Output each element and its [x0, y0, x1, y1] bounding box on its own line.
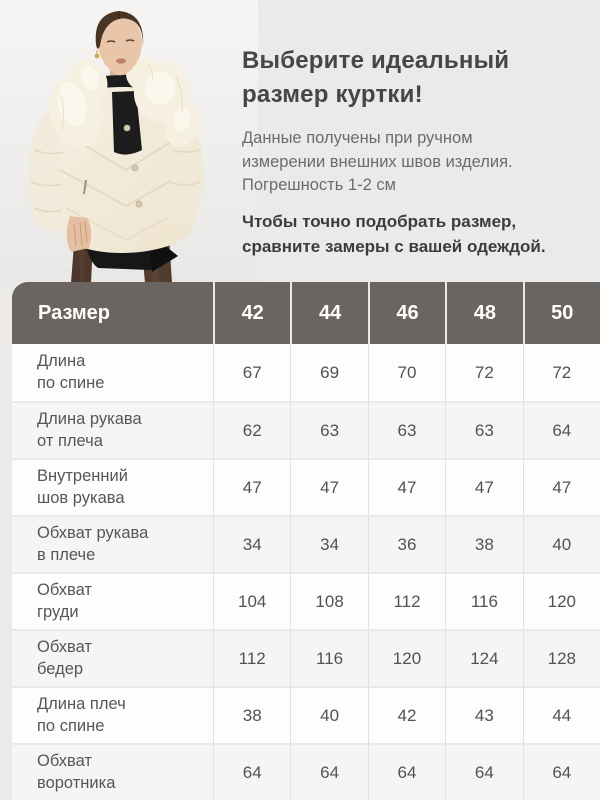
- size-column-44: 44: [290, 282, 367, 344]
- size-header-label: Размер: [38, 301, 111, 324]
- table-row-inner-seam: Внутренний шов рукава 47 47 47 47 47: [12, 458, 600, 515]
- hero-text-block: Выберите идеальный размер куртки! Данные…: [242, 44, 586, 260]
- table-row-back-length: Длина по спине 67 69 70 72 72: [12, 344, 600, 401]
- measurement-disclaimer: Данные получены при ручном измерении вне…: [242, 129, 513, 194]
- size-column-50: 50: [522, 282, 600, 344]
- size-column-42: 42: [213, 282, 290, 344]
- table-row-shoulder-width: Длина плеч по спине 38 40 42 43 44: [12, 686, 600, 743]
- model-illustration: [0, 0, 258, 283]
- sizing-advice-note: Чтобы точно подобрать размер, сравните з…: [242, 212, 546, 257]
- size-chart-table: Размер 42 44 46 48 50 Длина по спине 67 …: [12, 282, 600, 800]
- model-photo: [0, 0, 258, 283]
- table-row-collar-girth: Обхват воротника 64 64 64 64 64: [12, 743, 600, 800]
- size-chart-body: Длина по спине 67 69 70 72 72 Длина рука…: [12, 344, 600, 800]
- size-column-46: 46: [367, 282, 445, 344]
- page-title: Выберите идеальный размер куртки!: [242, 47, 510, 109]
- table-row-hip-girth: Обхват бедер 112 116 120 124 128: [12, 629, 600, 686]
- size-column-48: 48: [445, 282, 522, 344]
- table-row-sleeve-shoulder-girth: Обхват рукава в плече 34 34 36 38 40: [12, 515, 600, 572]
- size-chart-header-row: Размер 42 44 46 48 50: [12, 282, 600, 344]
- table-row-sleeve-length: Длина рукава от плеча 62 63 63 63 64: [12, 401, 600, 458]
- table-row-chest-girth: Обхват груди 104 108 112 116 120: [12, 572, 600, 629]
